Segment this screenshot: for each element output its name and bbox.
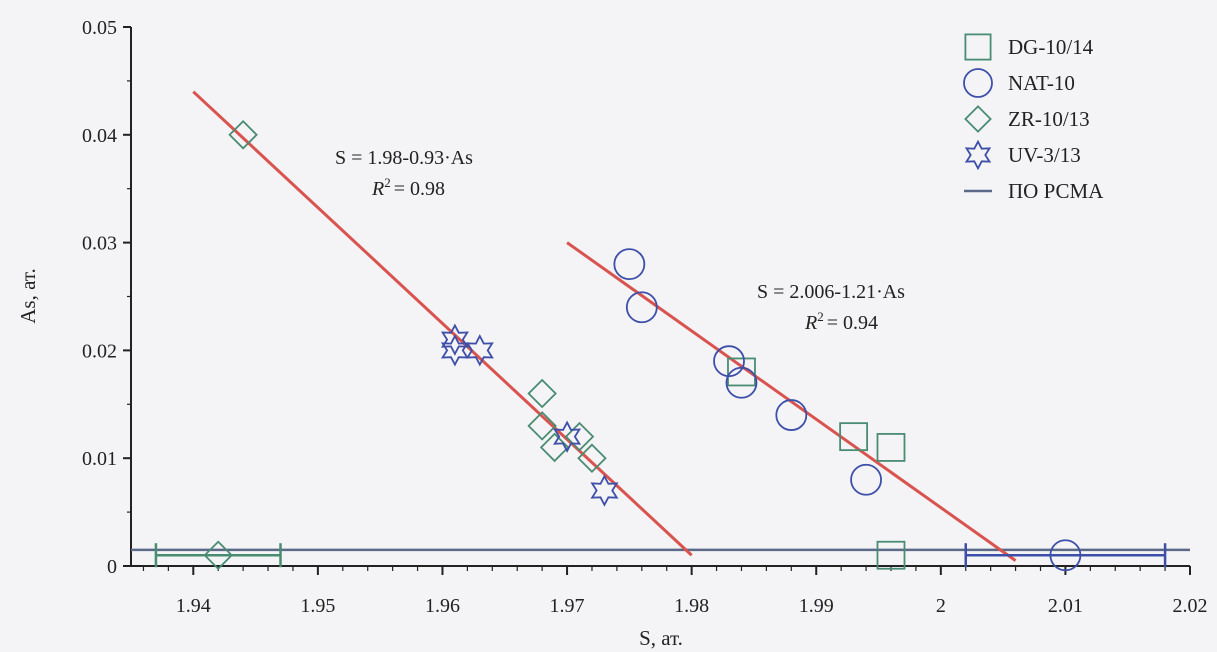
- r2-label: R: [371, 178, 384, 200]
- y-tick-label: 0.02: [82, 340, 117, 362]
- x-tick-label: 1.96: [425, 595, 460, 617]
- x-tick-label: 2.01: [1048, 595, 1083, 617]
- fit-equation-right-r2: R2 = 0.94: [804, 309, 878, 334]
- x-axis-title: S, ат.: [639, 626, 683, 650]
- r2-value: = 0.98: [394, 178, 445, 200]
- x-tick-label: 1.94: [176, 595, 211, 617]
- y-axis-title: As, ат.: [16, 268, 40, 323]
- x-tick-label: 2.02: [1173, 595, 1208, 617]
- y-tick-label: 0.01: [82, 448, 117, 470]
- legend-label: ПО РСМА: [1008, 179, 1104, 203]
- x-tick-label: 2: [936, 595, 946, 617]
- r2-label: R: [804, 312, 817, 334]
- x-tick-label: 1.95: [300, 595, 335, 617]
- x-tick-label: 1.99: [799, 595, 834, 617]
- r2-sup: 2: [384, 175, 391, 190]
- legend-label: UV-3/13: [1008, 143, 1081, 167]
- y-tick-label: 0: [107, 556, 117, 578]
- y-tick-label: 0.04: [82, 125, 117, 147]
- fit-equation-right-line1: S = 2.006-1.21·As: [757, 281, 905, 303]
- r2-value: = 0.94: [827, 312, 878, 334]
- fit-equation-left-line1: S = 1.98-0.93·As: [335, 147, 473, 169]
- r2-sup: 2: [817, 309, 824, 324]
- y-tick-label: 0.03: [82, 233, 117, 255]
- x-tick-label: 1.98: [674, 595, 709, 617]
- y-tick-label: 0.05: [82, 17, 117, 39]
- fit-equation-left-r2: R2 = 0.98: [371, 175, 445, 200]
- legend-label: ZR-10/13: [1008, 107, 1090, 131]
- x-tick-label: 1.97: [550, 595, 585, 617]
- legend-label: DG-10/14: [1008, 35, 1094, 59]
- legend-label: NAT-10: [1008, 71, 1075, 95]
